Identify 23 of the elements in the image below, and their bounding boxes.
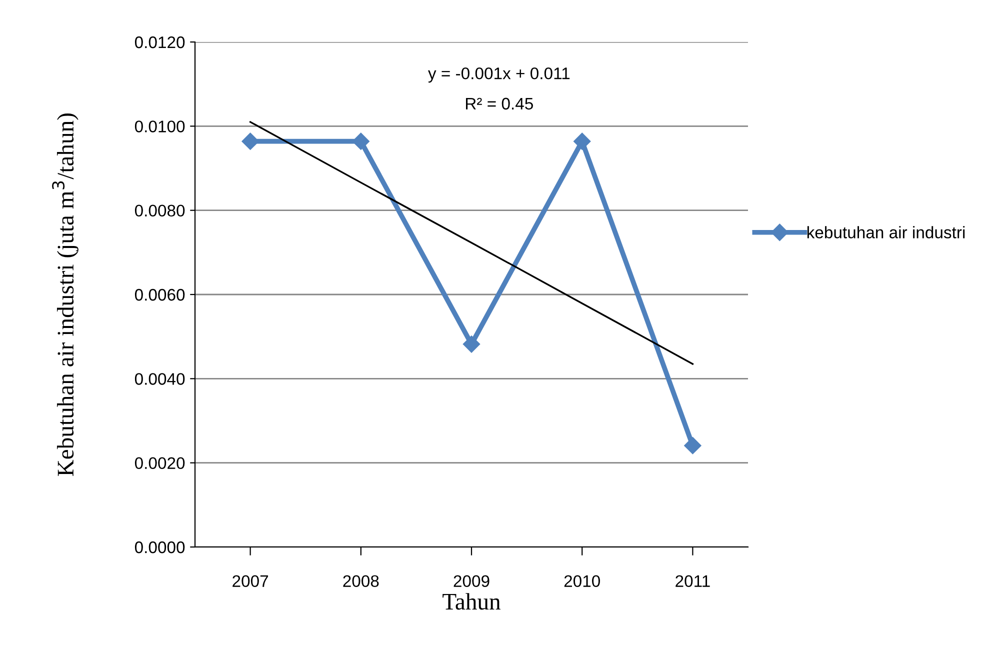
y-tick-label: 0.0100 <box>134 120 185 132</box>
point <box>574 132 591 150</box>
point <box>462 336 480 353</box>
y-tick-label: 0.0040 <box>134 373 185 385</box>
x-axis-title: Tahun <box>442 593 500 610</box>
y-tick-label: 0.0020 <box>134 457 185 470</box>
y-tick-label: 0.0080 <box>134 204 185 217</box>
annotation: y = -0.001x + 0.011 <box>428 67 570 83</box>
y-tick-label: 0.0000 <box>134 541 185 554</box>
legend-label: kebutuhan air industri <box>807 226 965 238</box>
y-axis-title: Kebutuhan air industri (juta m$^{3}$/tahun) <box>52 114 78 476</box>
x-tick-label: 2011 <box>676 575 710 588</box>
y-tick-label: 0.0120 <box>134 36 185 48</box>
line-series <box>249 121 694 365</box>
point <box>352 132 370 150</box>
x-tick-label: 2008 <box>343 575 379 588</box>
annotation: R² = 0.45 <box>466 98 533 110</box>
point <box>684 437 702 454</box>
x-tick-label: 2009 <box>454 575 490 588</box>
y-tick-label: 0.0060 <box>134 288 185 301</box>
x-tick-label: 2010 <box>564 575 600 588</box>
x-tick-label: 2007 <box>232 575 268 588</box>
point <box>242 132 259 150</box>
